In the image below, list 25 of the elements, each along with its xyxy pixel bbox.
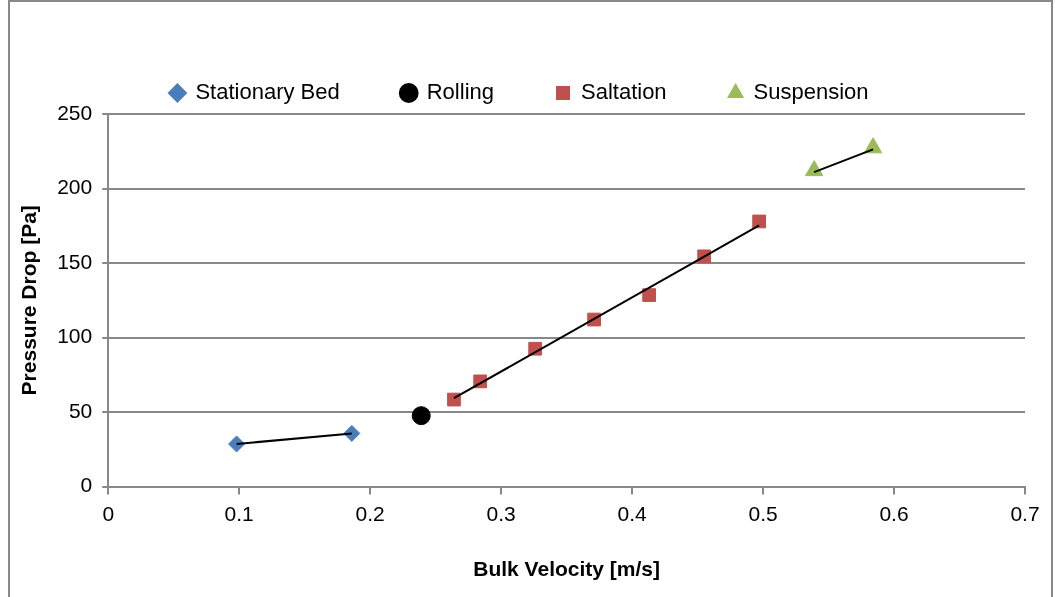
y-tick-label: 200 xyxy=(57,175,93,199)
x-tick-label: 0.3 xyxy=(486,502,516,525)
y-axis-title: Pressure Drop [Pa] xyxy=(17,205,41,396)
legend-label: Rolling xyxy=(426,79,494,105)
y-tick-label: 0 xyxy=(80,473,93,497)
y-tick-label: 250 xyxy=(57,100,93,124)
x-tick-label: 0 xyxy=(102,502,115,525)
point xyxy=(447,392,461,407)
x-tick-label: 0.6 xyxy=(879,502,909,525)
legend-label: Saltation xyxy=(580,79,667,105)
x-tick-label: 0.5 xyxy=(748,502,778,525)
x-tick-label: 0.2 xyxy=(355,502,385,525)
legend-label: Suspension xyxy=(753,79,869,105)
legend-label: Stationary Bed xyxy=(195,79,340,105)
point xyxy=(752,214,766,229)
x-tick-label: 0.1 xyxy=(224,502,254,525)
point xyxy=(642,288,656,302)
x-axis-title: Bulk Velocity [m/s] xyxy=(473,557,660,581)
x-tick-label: 0.4 xyxy=(617,502,648,525)
point xyxy=(411,406,431,426)
y-tick-label: 100 xyxy=(57,324,93,348)
x-tick-label: 0.7 xyxy=(1010,502,1040,525)
y-tick-label: 50 xyxy=(68,398,93,422)
y-tick-label: 150 xyxy=(57,249,93,273)
point xyxy=(804,160,824,177)
